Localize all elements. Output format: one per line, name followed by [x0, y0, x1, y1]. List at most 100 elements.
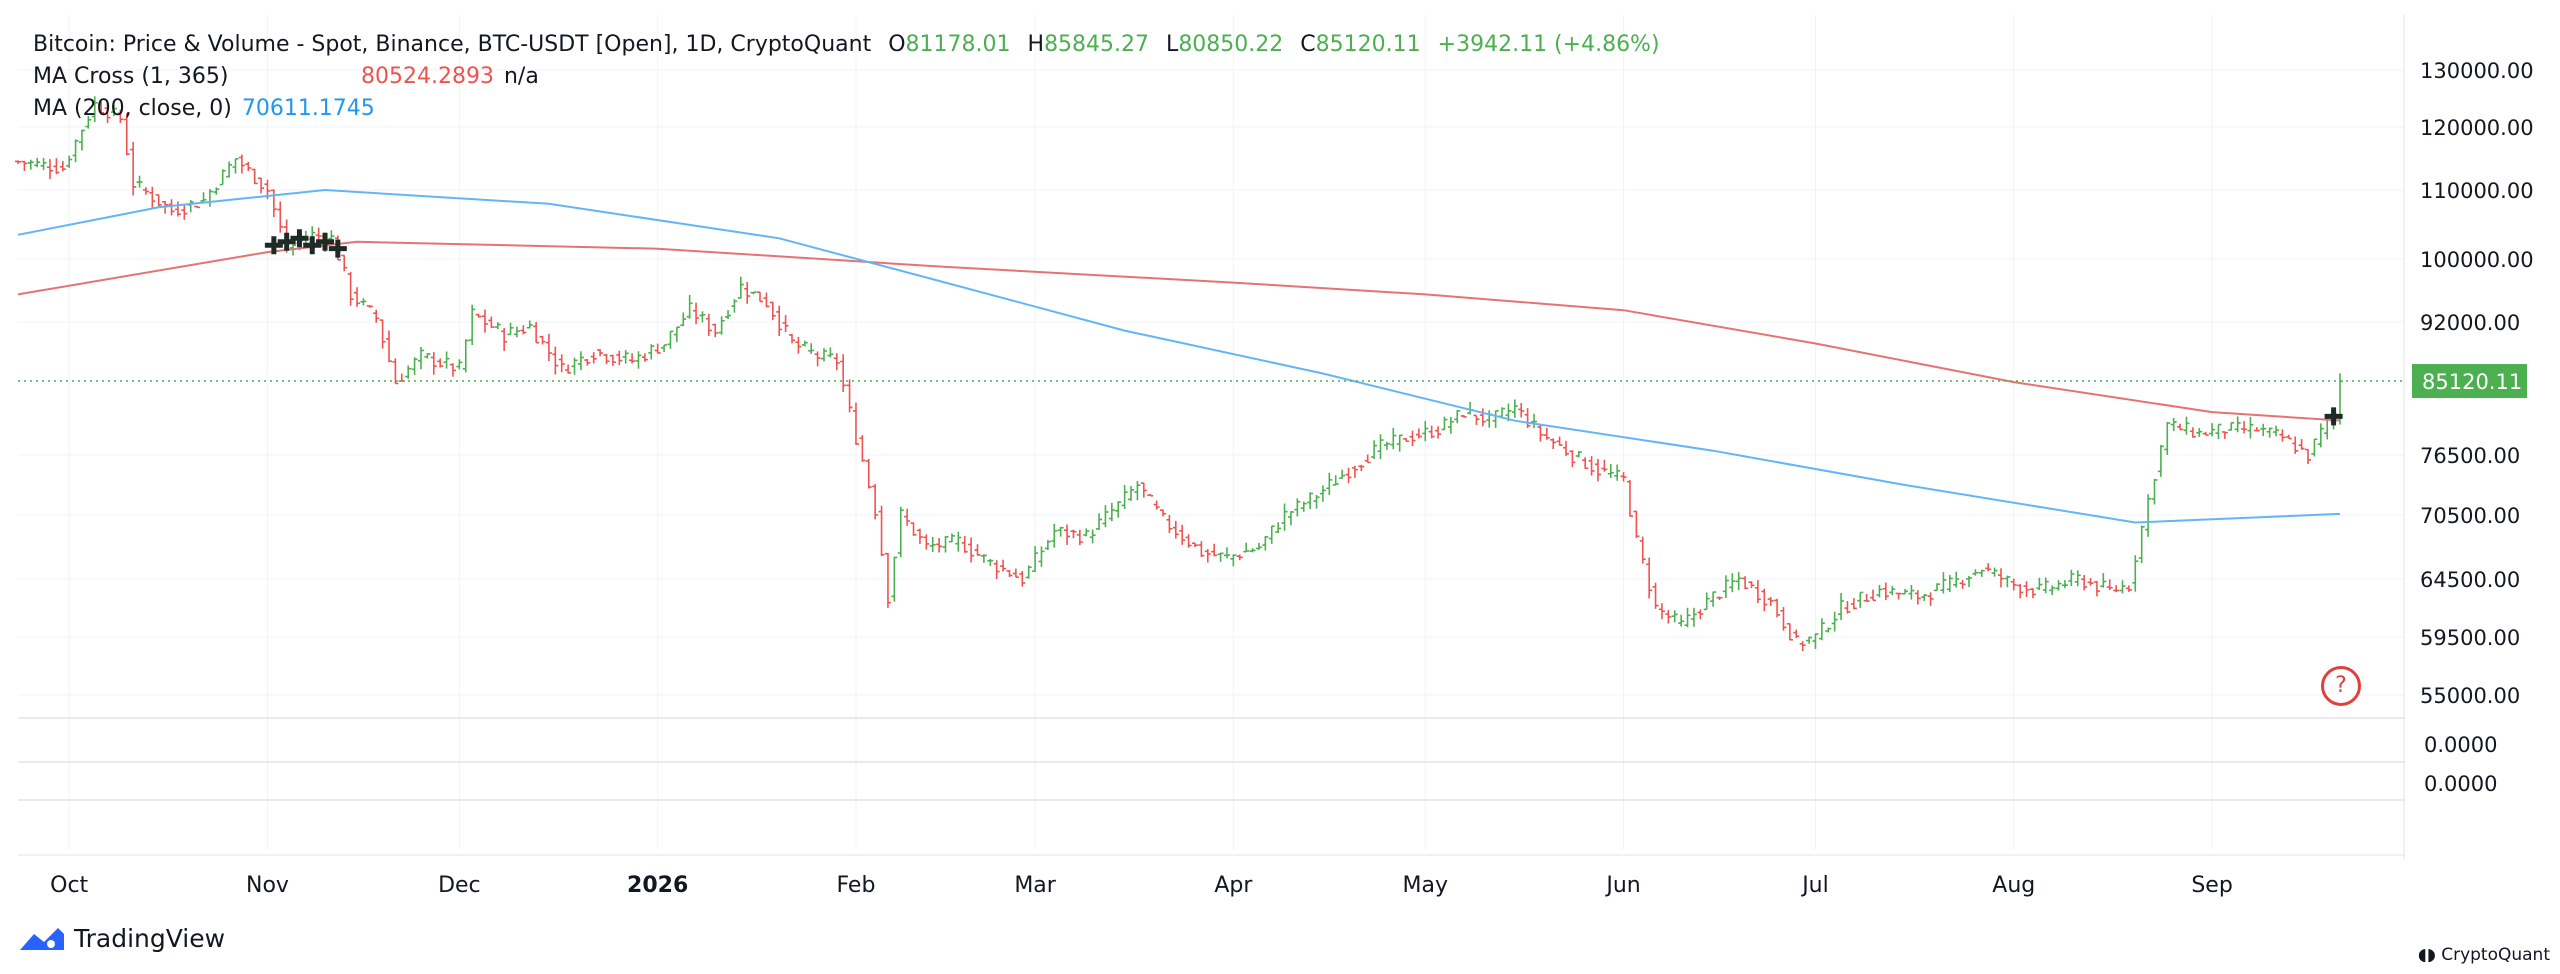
- ohlc-bar: [936, 538, 943, 553]
- ohlc-bar: [1492, 409, 1499, 428]
- ohlc-bar: [1390, 427, 1397, 450]
- cross-marker: [328, 239, 347, 258]
- ohlc-bar: [1914, 590, 1921, 605]
- ohlc-bar: [1588, 456, 1595, 476]
- ohlc-bar: [1652, 582, 1659, 609]
- ohlc-bar: [577, 351, 584, 371]
- ohlc-bar: [1639, 536, 1646, 564]
- ohlc-bar: [1671, 610, 1678, 623]
- ohlc-bar: [603, 353, 610, 365]
- ohlc-bar: [2036, 577, 2043, 591]
- ohlc-bar: [2285, 434, 2292, 440]
- ohlc-bar: [2004, 575, 2011, 588]
- ohlc-bar: [1396, 434, 1403, 452]
- ohlc-bar: [808, 343, 815, 354]
- ohlc-bar: [1275, 522, 1282, 534]
- ohlc-bar: [859, 435, 866, 462]
- ohlc-bar: [174, 201, 181, 217]
- ohlc-bar: [59, 161, 66, 172]
- ohlc-bar: [2106, 579, 2113, 591]
- ohlc-bar: [1838, 593, 1845, 621]
- ohlc-bar: [481, 309, 488, 333]
- y-tick-label: 70500.00: [2420, 504, 2520, 528]
- last-price-tag: [2412, 364, 2527, 399]
- tradingview-logo[interactable]: TradingView: [18, 924, 225, 953]
- ohlc-bar: [1921, 594, 1928, 601]
- ma365-line: [17, 240, 2341, 422]
- ohlc-bar: [40, 157, 47, 171]
- ohlc-bar: [85, 115, 92, 129]
- ohlc-bar: [1473, 414, 1480, 425]
- ohlc-bar: [1281, 503, 1288, 531]
- ohlc-bar: [622, 350, 629, 364]
- ohlc-bar: [2196, 428, 2203, 437]
- ohlc-bar: [130, 141, 137, 196]
- cross-marker: [316, 232, 335, 251]
- ohlc-bar: [123, 113, 130, 156]
- ohlc-bar: [2183, 416, 2190, 435]
- ohlc-bar: [1716, 596, 1723, 601]
- ohlc-bar: [1307, 492, 1314, 510]
- y-tick-label: 120000.00: [2420, 116, 2534, 140]
- ohlc-bar: [2061, 580, 2068, 589]
- ohlc-bar: [1057, 526, 1064, 537]
- ohlc-bar: [558, 354, 565, 373]
- ohlc-bar: [251, 168, 258, 185]
- ohlc-bar: [1140, 482, 1147, 498]
- ohlc-bar: [2049, 585, 2056, 595]
- ma200-legend: MA (200, close, 0) 70611.1745: [33, 94, 385, 124]
- ohlc-bar: [1953, 571, 1960, 588]
- ohlc-bar: [2189, 427, 2196, 438]
- ohlc-bar: [2202, 431, 2209, 436]
- ohlc-bar: [155, 194, 162, 209]
- ohlc-bar: [245, 161, 252, 172]
- ohlc-bar: [494, 322, 501, 330]
- ohlc-bar: [2253, 427, 2260, 432]
- x-tick-label: Apr: [1214, 873, 1253, 898]
- ohlc-bar: [213, 187, 220, 195]
- help-button[interactable]: ?: [2321, 666, 2361, 706]
- ohlc-bar: [347, 271, 354, 306]
- ohlc-bar: [2087, 578, 2094, 586]
- ohlc-bar: [1454, 409, 1461, 424]
- ohlc-bar: [449, 363, 456, 377]
- ohlc-bar: [2170, 417, 2177, 432]
- ohlc-bar: [2279, 429, 2286, 442]
- ohlc-bar: [1435, 426, 1442, 439]
- ohlc-bar: [884, 552, 891, 608]
- tradingview-label: TradingView: [74, 924, 226, 953]
- ohlc-bar: [2241, 421, 2248, 434]
- ohlc-bar: [1812, 633, 1819, 650]
- ohlc-bar: [661, 344, 668, 353]
- ohlc-bar: [2247, 417, 2254, 439]
- ohlc-bar: [507, 322, 514, 336]
- ohlc-bar: [1339, 469, 1346, 479]
- ohlc-bar: [2055, 580, 2062, 591]
- ohlc-bar: [91, 96, 98, 123]
- ohlc-bar: [232, 158, 239, 174]
- ohlc-bar: [1153, 500, 1160, 510]
- ohlc-bar: [181, 203, 188, 220]
- ohlc-bar: [1754, 580, 1761, 603]
- ma200-value: 70611.1745: [241, 96, 375, 121]
- ohlc-bar: [1850, 598, 1857, 610]
- ohlc-bar: [2305, 448, 2312, 465]
- ohlc-bar: [584, 358, 591, 366]
- ohlc-bar: [398, 373, 405, 382]
- ohlc-bar: [737, 276, 744, 299]
- ohlc-bar: [1447, 416, 1454, 434]
- ohlc-bar: [1563, 440, 1569, 457]
- ohlc-bar: [1223, 547, 1230, 559]
- ohlc-bar: [1268, 525, 1275, 544]
- ohlc-bar: [2125, 585, 2132, 592]
- ohlc-bar: [1460, 415, 1467, 418]
- ohlc-bar: [1204, 549, 1211, 563]
- ohlc-bar: [718, 316, 725, 335]
- ohlc-bar: [1959, 579, 1966, 589]
- ohlc-bar: [2023, 581, 2030, 597]
- ohlc-bar: [833, 353, 840, 371]
- ohlc-bar: [597, 349, 604, 357]
- ohlc-bar: [206, 189, 213, 207]
- ohlc-bar: [744, 281, 751, 304]
